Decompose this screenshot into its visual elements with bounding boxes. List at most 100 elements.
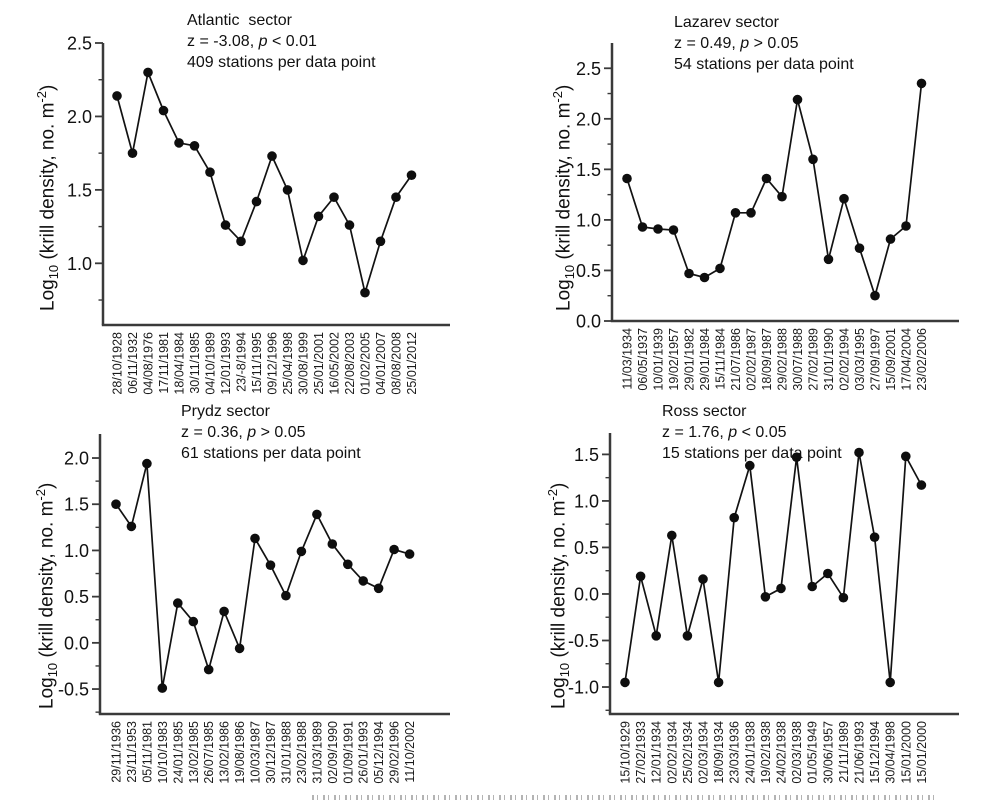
svg-text:30/08/1999: 30/08/1999	[297, 332, 311, 395]
panel-stations: 61 stations per data point	[181, 445, 361, 462]
svg-text:13/02/1986: 13/02/1986	[218, 721, 232, 784]
svg-text:03/03/1995: 03/03/1995	[853, 328, 867, 391]
svg-text:29/01/1984: 29/01/1984	[698, 328, 712, 391]
svg-text:23/-8/1994: 23/-8/1994	[235, 332, 249, 392]
panel-header-ross: Ross sector z = 1.76, p < 0.05 15 statio…	[662, 401, 842, 464]
svg-text:30/04/1998: 30/04/1998	[884, 721, 898, 784]
panel-ross: Ross sector z = 1.76, p < 0.05 15 statio…	[502, 401, 1004, 802]
svg-text:27/02/1933: 27/02/1933	[634, 721, 648, 784]
svg-text:05/12/1994: 05/12/1994	[372, 721, 386, 784]
svg-text:23/03/1936: 23/03/1936	[728, 721, 742, 784]
panel-header-prydz: Prydz sector z = 0.36, p > 0.05 61 stati…	[181, 401, 361, 464]
svg-text:27/09/1997: 27/09/1997	[869, 328, 883, 391]
svg-text:0.5: 0.5	[576, 261, 601, 281]
svg-text:10/03/1987: 10/03/1987	[249, 721, 263, 784]
svg-text:-1.0: -1.0	[568, 678, 599, 698]
svg-text:26/07/1985: 26/07/1985	[202, 721, 216, 784]
svg-text:24/01/1938: 24/01/1938	[743, 721, 757, 784]
svg-text:06/05/1937: 06/05/1937	[636, 328, 650, 391]
svg-text:29/11/1936: 29/11/1936	[110, 721, 124, 783]
svg-text:09/12/1996: 09/12/1996	[266, 332, 280, 395]
y-axis-label: Log10 (krill density, no. m-2)	[545, 482, 573, 709]
panel-stats: z = -3.08, p < 0.01	[187, 33, 317, 50]
panel-lazarev: Lazarev sector z = 0.49, p > 0.05 54 sta…	[502, 0, 1004, 401]
svg-text:1.0: 1.0	[574, 491, 599, 511]
svg-text:02/03/1938: 02/03/1938	[790, 721, 804, 784]
svg-text:01/05/1949: 01/05/1949	[806, 721, 820, 784]
svg-text:24/02/1938: 24/02/1938	[775, 721, 789, 784]
svg-text:26/01/1993: 26/01/1993	[357, 721, 371, 784]
svg-text:02/03/1934: 02/03/1934	[697, 721, 711, 784]
svg-text:19/02/1957: 19/02/1957	[667, 328, 681, 391]
svg-text:22/08/2003: 22/08/2003	[343, 332, 357, 395]
svg-text:30/06/1957: 30/06/1957	[821, 721, 835, 784]
panel-title: Atlantic sector	[187, 12, 292, 29]
svg-text:25/01/2012: 25/01/2012	[405, 332, 419, 395]
svg-text:0.0: 0.0	[576, 312, 601, 332]
svg-text:19/02/1938: 19/02/1938	[759, 721, 773, 784]
line-chart-ross: -1.0 -0.5 0.0 0.5 1.0 1.5 15/10/1929 27/02/1933…	[568, 433, 959, 784]
panel-stations: 409 stations per data point	[187, 54, 376, 71]
svg-text:0.5: 0.5	[64, 587, 89, 607]
svg-text:12/01/1934: 12/01/1934	[650, 721, 664, 784]
svg-text:01/09/1991: 01/09/1991	[341, 721, 355, 784]
svg-text:21/11/1989: 21/11/1989	[837, 721, 851, 783]
svg-text:23/02/1988: 23/02/1988	[295, 721, 309, 784]
svg-text:0.0: 0.0	[574, 584, 599, 604]
panel-stats: z = 1.76, p < 0.05	[662, 424, 787, 441]
svg-text:30/11/1985: 30/11/1985	[188, 332, 202, 394]
y-axis-label: Log10 (krill density, no. m-2)	[34, 84, 62, 311]
svg-text:02/02/1987: 02/02/1987	[745, 328, 759, 391]
svg-text:18/04/1984: 18/04/1984	[173, 332, 187, 395]
svg-text:2.5: 2.5	[576, 59, 601, 79]
svg-text:-0.5: -0.5	[58, 680, 89, 700]
svg-text:12/01/1993: 12/01/1993	[219, 332, 233, 395]
svg-text:31/01/1988: 31/01/1988	[279, 721, 293, 784]
svg-text:1.5: 1.5	[574, 445, 599, 465]
svg-text:1.0: 1.0	[576, 210, 601, 230]
cropped-caption-fragment	[312, 795, 936, 800]
svg-text:15/11/1984: 15/11/1984	[714, 328, 728, 390]
svg-text:0.5: 0.5	[574, 538, 599, 558]
panel-stats: z = 0.49, p > 0.05	[674, 35, 799, 52]
svg-text:2.0: 2.0	[576, 109, 601, 129]
svg-text:01/02/2005: 01/02/2005	[359, 332, 373, 395]
line-chart-atlantic: 1.0 1.5 2.0 2.5 28/10/1928 06/11/1932 04/08/19…	[67, 34, 450, 395]
svg-text:1.5: 1.5	[64, 495, 89, 515]
svg-text:1.0: 1.0	[64, 541, 89, 561]
svg-text:08/08/2008: 08/08/2008	[390, 332, 404, 395]
svg-text:06/11/1932: 06/11/1932	[126, 332, 140, 394]
line-chart-prydz: -0.50.00.51.01.52.029/11/1936 23/11/1953 0…	[58, 434, 450, 784]
svg-text:25/04/1998: 25/04/1998	[281, 332, 295, 395]
svg-text:29/02/1996: 29/02/1996	[388, 721, 402, 784]
svg-text:17/11/1981: 17/11/1981	[157, 332, 171, 394]
svg-text:29/01/1982: 29/01/1982	[683, 328, 697, 391]
svg-text:31/01/1990: 31/01/1990	[822, 328, 836, 391]
panel-title: Lazarev sector	[674, 14, 779, 31]
svg-text:04/08/1976: 04/08/1976	[142, 332, 156, 395]
svg-text:15/01/2000: 15/01/2000	[915, 721, 929, 784]
svg-text:02/02/1934: 02/02/1934	[665, 721, 679, 784]
svg-text:10/01/1939: 10/01/1939	[652, 328, 666, 391]
panel-title: Ross sector	[662, 403, 747, 420]
panel-stations: 54 stations per data point	[674, 56, 854, 73]
y-axis-label: Log10 (krill density, no. m-2)	[550, 84, 578, 311]
svg-text:1.5: 1.5	[576, 160, 601, 180]
panel-title: Prydz sector	[181, 403, 270, 420]
svg-text:15/11/1995: 15/11/1995	[250, 332, 264, 394]
svg-text:29/02/1988: 29/02/1988	[776, 328, 790, 391]
panel-stats: z = 0.36, p > 0.05	[181, 424, 306, 441]
svg-text:15/01/2000: 15/01/2000	[899, 721, 913, 784]
line-chart-lazarev: 0.0 0.5 1.0 1.5 2.0 2.5 11/03/1934 06/05/1937 10…	[576, 43, 959, 391]
svg-text:28/10/1928: 28/10/1928	[111, 332, 125, 395]
panel-header-lazarev: Lazarev sector z = 0.49, p > 0.05 54 sta…	[674, 12, 854, 75]
svg-text:23/02/2006: 23/02/2006	[915, 328, 929, 391]
panel-header-atlantic: Atlantic sector z = -3.08, p < 0.01 409 …	[187, 10, 376, 73]
panel-stations: 15 stations per data point	[662, 445, 842, 462]
svg-text:18/09/1987: 18/09/1987	[760, 328, 774, 391]
svg-text:05/11/1981: 05/11/1981	[140, 721, 154, 783]
svg-text:11/03/1934: 11/03/1934	[621, 328, 635, 390]
svg-text:11/10/2002: 11/10/2002	[403, 721, 417, 783]
svg-text:2.0: 2.0	[64, 449, 89, 469]
